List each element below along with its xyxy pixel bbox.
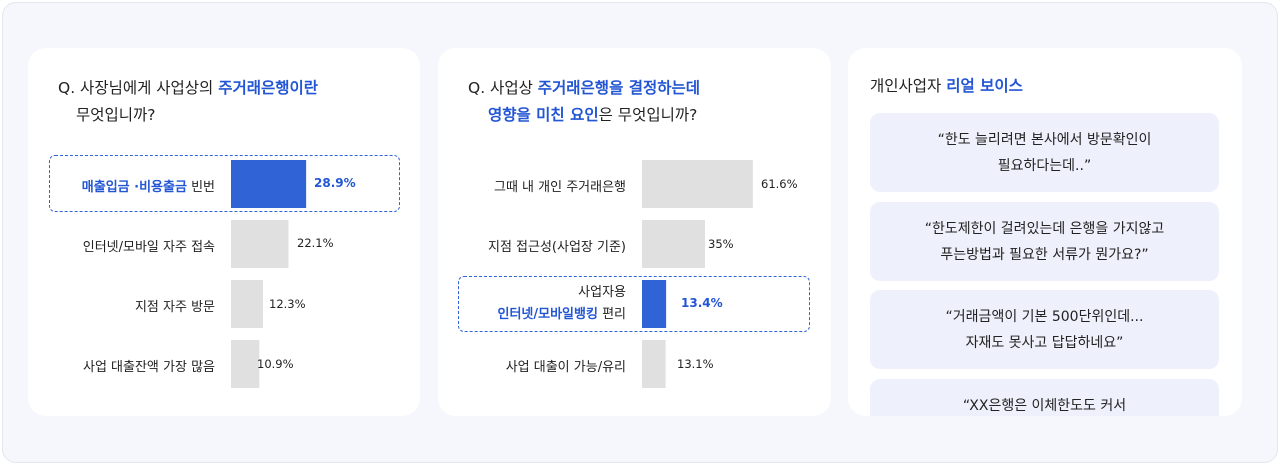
real-voice-title-text: 개인사업자: [870, 77, 947, 95]
highlight-box: [49, 155, 400, 212]
highlight-box: [458, 276, 810, 332]
question-text: Q. 사업상: [468, 79, 538, 97]
bar-label-loan-availability: 사업 대출이 가능/유리: [505, 360, 626, 375]
bar-label-personal-bank: 그때 내 개인 주거래은행: [494, 180, 626, 195]
bar-label-branch-visit: 지점 자주 방문: [134, 300, 215, 315]
bar: [231, 220, 289, 268]
bar: [642, 160, 753, 208]
quote-bubble: “한도 늘리려면 본사에서 방문확인이 필요하다는데..”: [870, 113, 1219, 192]
bar-label-text: 편리: [597, 307, 626, 322]
bar-label-text: 빈번: [186, 180, 215, 195]
question-emphasis: 주거래은행을 결정하는데: [537, 79, 701, 97]
value-label: 35%: [708, 237, 734, 251]
value-label: 28.9%: [314, 176, 356, 190]
bar-label-loan-balance: 사업 대출잔액 가장 많음: [83, 360, 215, 375]
real-voice-title: 개인사업자 리얼 보이스: [870, 74, 1023, 98]
value-label: 13.1%: [677, 357, 714, 371]
bar-label-online-access: 인터넷/모바일 자주 접속: [82, 240, 215, 255]
bar-label-online-banking: 사업자용 인터넷/모바일뱅킹 편리: [498, 282, 627, 326]
survey-question-2-line2: 영향을 미친 요인은 무엇입니까?: [488, 101, 697, 129]
question-text: 은 무엇입니까?: [598, 106, 698, 124]
quote-bubble: “XX은행은 이체한도도 커서: [870, 379, 1219, 416]
bar-chart-main-bank-meaning: [231, 160, 307, 388]
value-label: 61.6%: [761, 177, 798, 191]
survey-question-2: Q. 사업상 주거래은행을 결정하는데: [468, 74, 700, 102]
bar-chart-decision-factors: [642, 160, 753, 388]
question-text: Q. 사장님에게 사업상의: [58, 79, 219, 97]
quote-bubble: “거래금액이 기본 500단위인데... 자재도 못사고 답답하네요”: [870, 290, 1219, 369]
bar-label-emphasis: 매출입금 ·비용출금: [81, 180, 187, 195]
bar-label-branch-access: 지점 접근성(사업장 기준): [487, 240, 626, 255]
survey-card-main-bank-meaning: Q. 사장님에게 사업상의 주거래은행이란 무엇입니까? 매출입금 ·비용출금 …: [28, 48, 420, 416]
real-voice-card: 개인사업자 리얼 보이스 “한도 늘리려면 본사에서 방문확인이 필요하다는데.…: [848, 48, 1242, 416]
survey-card-decision-factors: Q. 사업상 주거래은행을 결정하는데 영향을 미친 요인은 무엇입니까? 그때…: [438, 48, 831, 416]
quote-bubble: “한도제한이 걸려있는데 은행을 가지않고 푸는방법과 필요한 서류가 뭔가요?…: [870, 202, 1219, 281]
survey-question-1: Q. 사장님에게 사업상의 주거래은행이란: [58, 74, 318, 102]
bar: [231, 280, 263, 328]
value-label: 10.9%: [257, 357, 294, 371]
bar-label-emphasis: 인터넷/모바일뱅킹: [497, 307, 598, 322]
question-emphasis: 주거래은행이란: [218, 79, 319, 97]
survey-question-1-line2: 무엇입니까?: [76, 106, 156, 124]
bar-label-frequent-deposits: 매출입금 ·비용출금 빈번: [82, 176, 215, 195]
value-label: 13.4%: [681, 296, 723, 310]
bar-label-text: 사업자용: [578, 285, 626, 300]
question-emphasis: 영향을 미친 요인: [488, 106, 599, 124]
bar: [231, 160, 307, 208]
bar: [642, 220, 705, 268]
value-label: 22.1%: [297, 236, 334, 250]
bar: [231, 340, 260, 388]
bar: [642, 340, 666, 388]
real-voice-title-emphasis: 리얼 보이스: [946, 77, 1023, 95]
bar: [642, 280, 667, 328]
value-label: 12.3%: [269, 297, 306, 311]
